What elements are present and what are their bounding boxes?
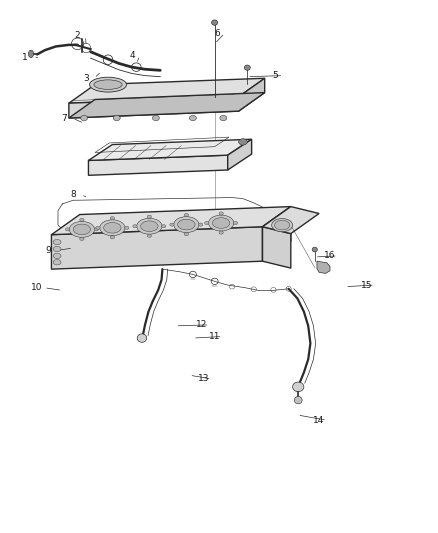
Ellipse shape <box>100 220 125 236</box>
Ellipse shape <box>184 232 188 236</box>
Ellipse shape <box>113 115 120 120</box>
Ellipse shape <box>53 260 61 265</box>
Ellipse shape <box>152 115 159 120</box>
Ellipse shape <box>184 214 188 216</box>
Ellipse shape <box>272 219 293 232</box>
Ellipse shape <box>137 218 162 234</box>
Text: 13: 13 <box>198 374 209 383</box>
Ellipse shape <box>205 221 209 224</box>
Polygon shape <box>262 227 291 268</box>
Ellipse shape <box>89 77 127 92</box>
Ellipse shape <box>104 222 121 233</box>
Text: 12: 12 <box>196 320 207 329</box>
Ellipse shape <box>147 215 152 218</box>
Ellipse shape <box>178 219 195 230</box>
Text: 8: 8 <box>71 190 76 199</box>
Ellipse shape <box>212 217 230 228</box>
Text: 1: 1 <box>22 53 28 62</box>
Ellipse shape <box>133 224 137 228</box>
Ellipse shape <box>220 115 227 120</box>
Ellipse shape <box>162 224 166 228</box>
Polygon shape <box>262 207 291 261</box>
Ellipse shape <box>69 221 95 237</box>
Polygon shape <box>317 261 330 273</box>
Text: 6: 6 <box>214 29 220 38</box>
Ellipse shape <box>96 226 100 229</box>
Ellipse shape <box>293 382 304 392</box>
Ellipse shape <box>137 334 147 342</box>
Ellipse shape <box>124 226 129 229</box>
Polygon shape <box>88 155 228 175</box>
Text: 14: 14 <box>314 416 325 425</box>
Ellipse shape <box>239 139 247 145</box>
Ellipse shape <box>65 228 70 231</box>
Text: 10: 10 <box>31 283 42 292</box>
Ellipse shape <box>219 231 223 234</box>
Ellipse shape <box>110 236 115 239</box>
Text: 7: 7 <box>62 114 67 123</box>
Ellipse shape <box>170 223 174 226</box>
Ellipse shape <box>219 212 223 215</box>
Ellipse shape <box>94 80 122 90</box>
Ellipse shape <box>212 20 218 25</box>
Ellipse shape <box>174 216 199 232</box>
Ellipse shape <box>28 50 34 58</box>
Text: 16: 16 <box>324 252 336 261</box>
Ellipse shape <box>81 115 88 120</box>
Ellipse shape <box>80 237 84 240</box>
Ellipse shape <box>208 215 234 231</box>
Polygon shape <box>51 207 291 235</box>
Text: 9: 9 <box>46 246 51 255</box>
Ellipse shape <box>53 239 61 245</box>
Ellipse shape <box>233 221 238 224</box>
Ellipse shape <box>110 216 115 220</box>
Polygon shape <box>69 93 265 118</box>
Polygon shape <box>69 78 265 103</box>
Ellipse shape <box>275 220 290 230</box>
Ellipse shape <box>141 221 158 231</box>
Text: 15: 15 <box>361 280 373 289</box>
Ellipse shape <box>147 234 152 237</box>
Text: 2: 2 <box>75 31 80 41</box>
Text: 5: 5 <box>273 71 279 80</box>
Polygon shape <box>69 97 239 118</box>
Ellipse shape <box>244 65 251 70</box>
Text: 3: 3 <box>83 74 89 83</box>
Ellipse shape <box>80 218 84 221</box>
Ellipse shape <box>294 397 302 404</box>
Polygon shape <box>51 227 262 269</box>
Text: 11: 11 <box>209 332 220 341</box>
Polygon shape <box>239 78 265 111</box>
Ellipse shape <box>73 224 91 235</box>
Text: 4: 4 <box>129 51 135 60</box>
Ellipse shape <box>53 246 61 252</box>
Ellipse shape <box>94 228 99 231</box>
Ellipse shape <box>189 115 196 120</box>
Polygon shape <box>228 139 252 170</box>
Polygon shape <box>262 207 319 233</box>
Polygon shape <box>88 139 252 160</box>
Ellipse shape <box>198 223 203 226</box>
Ellipse shape <box>53 253 61 259</box>
Ellipse shape <box>312 247 318 252</box>
